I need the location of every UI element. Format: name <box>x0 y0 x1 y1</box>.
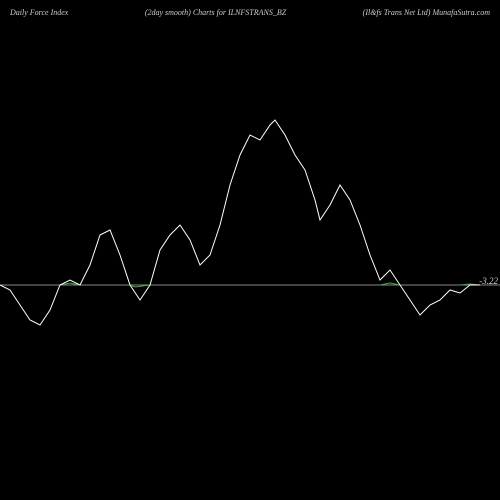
current-value-label: -3.22 <box>479 276 498 286</box>
header-center: (2day smooth) Charts for ILNFSTRANS_BZ <box>145 8 286 17</box>
header-left: Daily Force Index <box>10 8 68 17</box>
chart-header: Daily Force Index (2day smooth) Charts f… <box>0 8 500 17</box>
header-right: (Il&fs Trans Net Ltd) MunafaSutra.com <box>363 8 490 17</box>
force-index-chart <box>0 25 500 500</box>
chart-svg <box>0 25 500 500</box>
